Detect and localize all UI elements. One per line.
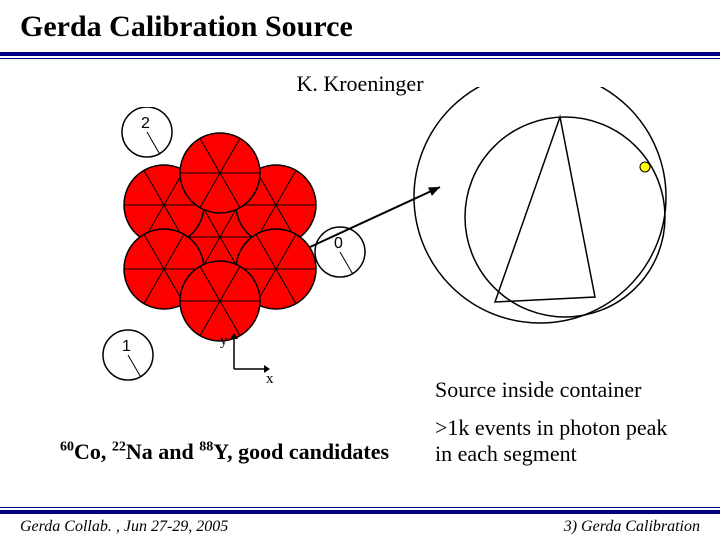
- divider-thin: [0, 58, 720, 59]
- footer-left: Gerda Collab. , Jun 27-29, 2005: [20, 518, 228, 536]
- content-area: 2 0 1 y x Source inside container >1k events…: [0, 97, 720, 477]
- detector-array-diagram: 2 0 1 y x: [60, 107, 390, 397]
- caption-source-container: Source inside container: [435, 377, 642, 403]
- footer: Gerda Collab. , Jun 27-29, 2005 3) Gerda…: [0, 510, 720, 540]
- caption-events-line1: >1k events in photon peak: [435, 415, 667, 441]
- page-title: Gerda Calibration Source: [0, 0, 720, 44]
- svg-text:1: 1: [122, 338, 131, 355]
- svg-text:y: y: [220, 333, 228, 349]
- footer-right: 3) Gerda Calibration: [564, 518, 700, 536]
- candidate-isotopes: 60Co, 22Na and 88Y, good candidates: [60, 439, 389, 465]
- caption-events-line2: in each segment: [435, 441, 667, 467]
- caption-events: >1k events in photon peak in each segmen…: [435, 415, 667, 467]
- svg-text:0: 0: [334, 235, 343, 252]
- divider-thick: [0, 52, 720, 56]
- svg-text:x: x: [266, 371, 274, 387]
- svg-text:2: 2: [141, 115, 150, 132]
- container-diagram: [400, 87, 700, 347]
